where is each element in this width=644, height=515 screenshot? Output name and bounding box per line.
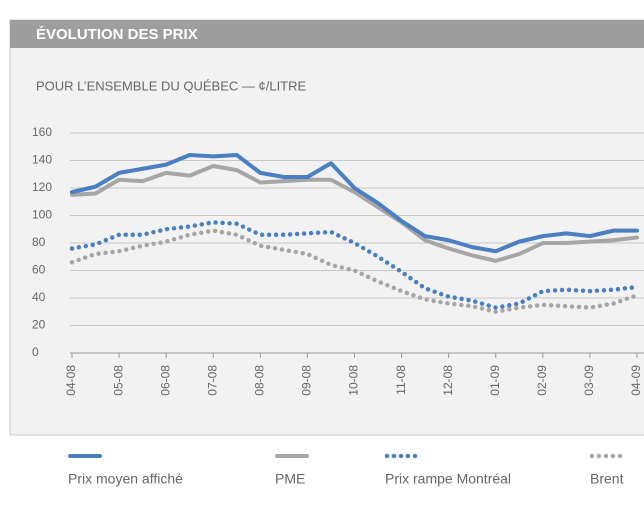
series-line [69,220,640,310]
y-tick-label: 160 [32,125,52,139]
chart-subtitle: POUR L’ENSEMBLE DU QUÉBEC — ¢/LITRE [36,78,307,93]
chart-title: ÉVOLUTION DES PRIX [36,26,198,43]
panel [9,19,644,436]
x-tick-label: 05-08 [111,365,125,396]
legend-label: Prix rampe Montréal [385,471,511,487]
x-tick-label: 01-09 [488,365,502,396]
series-line [70,153,639,254]
y-tick-label: 100 [32,208,52,222]
x-tick-label: 06-08 [158,365,172,396]
y-tick-label: 60 [32,263,46,277]
y-tick-label: 120 [32,180,52,194]
header-band [10,20,644,48]
legend-label: Brent [590,471,624,487]
y-tick-label: 40 [32,290,46,304]
x-tick-label: 12-08 [441,365,455,396]
x-tick-label: 11-08 [394,365,408,395]
y-tick-label: 20 [32,318,46,332]
y-tick-label: 140 [32,153,52,167]
y-tick-label: 0 [32,345,39,359]
x-tick-label: 09-08 [300,365,314,396]
x-tick-label: 02-09 [535,365,549,396]
x-tick-label: 04-08 [64,365,78,396]
x-tick-label: 03-09 [582,365,596,396]
x-tick-label: 10-08 [347,365,361,396]
y-tick-label: 80 [32,235,46,249]
x-tick-label: 07-08 [205,365,219,396]
series-line [70,164,639,263]
x-tick-label: 08-08 [253,365,267,396]
legend-label: Prix moyen affiché [68,471,183,487]
x-tick-label: 04-09 [629,365,643,396]
series-line [69,228,640,314]
legend-label: PME [275,471,305,487]
